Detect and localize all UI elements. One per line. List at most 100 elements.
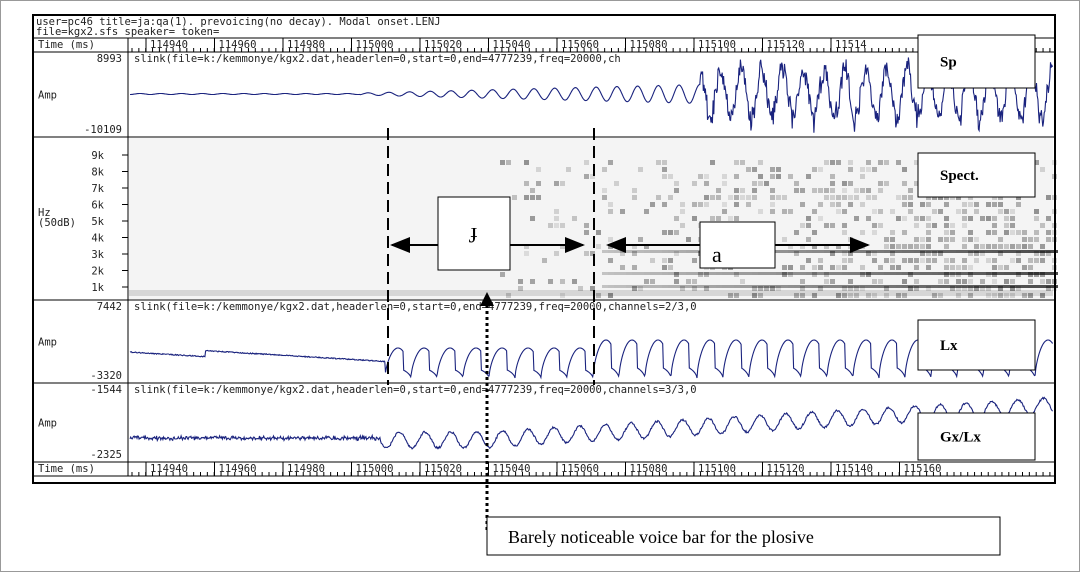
formant (890, 285, 896, 288)
formant (938, 250, 944, 253)
spectrogram-cell (908, 202, 913, 207)
spectrogram-cell (1022, 237, 1027, 242)
spectrogram-cell (818, 202, 823, 207)
formant (872, 250, 878, 253)
spectrogram-cell (614, 181, 619, 186)
spectrogram-cell (926, 265, 931, 270)
spectrogram-cell (584, 174, 589, 179)
spectrogram-cell (872, 279, 877, 284)
spectrogram-cell (788, 265, 793, 270)
spectrogram-cell (818, 188, 823, 193)
formant (716, 272, 722, 275)
formant (662, 272, 668, 275)
formant (962, 250, 968, 253)
spectrogram-cell (776, 195, 781, 200)
spectrogram-cell (830, 174, 835, 179)
formant (698, 285, 704, 288)
spectrogram-cell (884, 237, 889, 242)
spectrogram-cell (554, 216, 559, 221)
formant (608, 285, 614, 288)
spectrogram-cell (674, 188, 679, 193)
time-tick-label: 115040 (493, 39, 531, 51)
spectrogram-cell (878, 181, 883, 186)
spectrogram-cell (854, 195, 859, 200)
spectrogram-cell (518, 279, 523, 284)
formant (626, 285, 632, 288)
panel-source: slink(file=k:/kemmonye/kgx2.dat,headerle… (134, 301, 697, 313)
spectrogram-cell (848, 258, 853, 263)
spectrogram-cell (1040, 167, 1045, 172)
spectrogram-cell (824, 223, 829, 228)
formant (758, 285, 764, 288)
spectrogram-cell (866, 160, 871, 165)
formant (764, 285, 770, 288)
spectrogram-cell (1052, 223, 1057, 228)
spectrogram-cell (836, 265, 841, 270)
spectrogram-cell (968, 230, 973, 235)
formant (830, 285, 836, 288)
spectrogram-cell (536, 181, 541, 186)
spectrogram-cell (968, 216, 973, 221)
spectrogram-cell (860, 265, 865, 270)
formant (950, 272, 956, 275)
panel-tag: Gx/Lx (940, 430, 981, 446)
spectrogram-cell (554, 251, 559, 256)
formant (1010, 285, 1016, 288)
spectrogram-cell (1016, 244, 1021, 249)
formant (968, 285, 974, 288)
spectrogram-cell (914, 244, 919, 249)
formant (974, 272, 980, 275)
spectrogram-cell (896, 216, 901, 221)
spectrogram-cell (998, 244, 1003, 249)
spectrogram-cell (962, 237, 967, 242)
spectrogram-cell (902, 258, 907, 263)
spectrogram-cell (974, 244, 979, 249)
formant (680, 250, 686, 253)
formant (698, 272, 704, 275)
formant (788, 285, 794, 288)
spectrogram-cell (1046, 230, 1051, 235)
spectrogram-cell (740, 195, 745, 200)
spectrogram-cell (992, 265, 997, 270)
spectrogram-cell (584, 230, 589, 235)
time-axis-label: Time (ms) (38, 39, 95, 51)
spectrogram-cell (674, 230, 679, 235)
formant (980, 285, 986, 288)
formant (1046, 250, 1052, 253)
formant (614, 285, 620, 288)
spectrogram-cell (962, 216, 967, 221)
formant (650, 250, 656, 253)
formant (692, 285, 698, 288)
spectrogram-cell (848, 195, 853, 200)
formant (824, 250, 830, 253)
spectrogram-cell (1004, 216, 1009, 221)
spectrogram-cell (668, 195, 673, 200)
spectrogram-cell (950, 258, 955, 263)
spectrogram-cell (800, 188, 805, 193)
spectrogram-cell (704, 174, 709, 179)
spectrogram-cell (572, 216, 577, 221)
spectrogram-cell (746, 202, 751, 207)
amp-min: -3320 (90, 370, 122, 382)
spectrogram-cell (1052, 258, 1057, 263)
spectrogram-cell (704, 202, 709, 207)
spectrogram-cell (992, 202, 997, 207)
formant (920, 285, 926, 288)
spectrogram-cell (818, 258, 823, 263)
spectrogram-cell (944, 216, 949, 221)
figure: user=pc46 title=ja:qa(1). prevoicing(no … (0, 0, 1080, 572)
spectrogram-cell (896, 160, 901, 165)
spectrogram-cell (1004, 265, 1009, 270)
formant (884, 285, 890, 288)
spectrogram-cell (956, 279, 961, 284)
spectrogram-cell (1028, 244, 1033, 249)
time-tick-label: 115000 (356, 463, 394, 475)
spectrogram-cell (962, 279, 967, 284)
spectrogram-cell (1004, 223, 1009, 228)
spectrogram-cell (938, 209, 943, 214)
formant (932, 272, 938, 275)
freq-tick-label: 6k (91, 200, 104, 212)
spectrogram-cell (938, 279, 943, 284)
freq-level: (50dB) (38, 217, 76, 229)
formant (638, 272, 644, 275)
